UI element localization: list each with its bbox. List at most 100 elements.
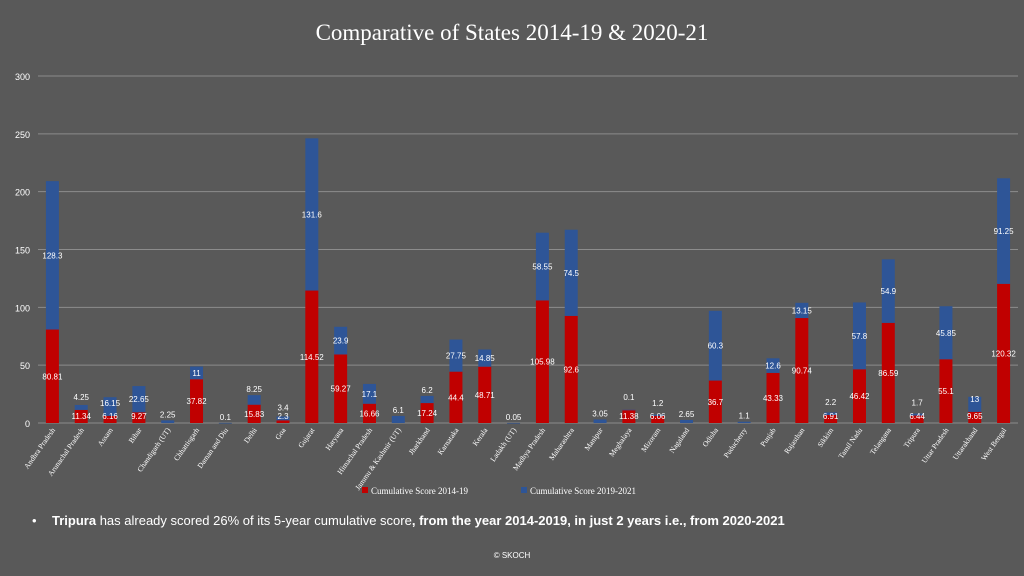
bar-2019-2021 [651, 414, 665, 416]
y-tick-label: 250 [15, 130, 30, 140]
data-label-2019-2021: 2.2 [825, 398, 837, 407]
data-label-2014-19: 46.42 [849, 392, 870, 401]
x-tick-label: Ladakh (UT) [488, 426, 518, 464]
data-label-2014-19: 11.34 [72, 412, 92, 421]
bar-2019-2021 [910, 413, 924, 416]
bar-2014-19 [449, 371, 463, 423]
bar-2014-19 [910, 415, 924, 423]
x-tick-label: Rajasthan [782, 426, 806, 456]
data-label-2019-2021: 0.1 [623, 393, 635, 402]
x-tick-label: Tripura [902, 425, 923, 449]
data-label-2019-2021: 54.9 [881, 287, 897, 296]
bar-2014-19 [74, 409, 88, 423]
data-label-2014-19: 59.27 [331, 385, 352, 394]
legend: Cumulative Score 2014-19 Cumulative Score… [362, 486, 636, 496]
data-label-2014-19: 16.66 [359, 409, 380, 418]
bullet-bold-1: Tripura [52, 513, 97, 528]
bar-2019-2021 [881, 259, 895, 323]
bar-2019-2021 [997, 178, 1011, 284]
data-label-2019-2021: 45.85 [936, 329, 957, 338]
y-tick-label: 50 [20, 361, 30, 371]
bar-2014-19 [305, 290, 319, 423]
bar-2014-19 [968, 411, 982, 423]
bar-2019-2021 [939, 306, 953, 360]
x-tick-label: Haryana [323, 425, 345, 452]
bar-2014-19 [766, 372, 780, 423]
data-label-2019-2021: 1.2 [652, 399, 664, 408]
x-tick-label: Meghalaya [607, 425, 634, 458]
data-label-2014-19: 2.3 [277, 412, 289, 421]
data-label-2019-2021: 2.25 [160, 410, 176, 419]
y-tick-label: 0 [25, 419, 30, 429]
bar-2019-2021 [535, 232, 549, 301]
data-label-2019-2021: 131.6 [302, 210, 323, 219]
bar-2019-2021 [218, 422, 232, 424]
bars [45, 138, 1011, 424]
bar-2014-19 [334, 354, 348, 423]
data-label-2019-2021: 8.25 [246, 385, 262, 394]
data-label-2019-2021: 6.2 [422, 386, 434, 395]
data-label-2014-19: 120.32 [991, 349, 1016, 358]
bar-2014-19 [881, 322, 895, 423]
data-label-2014-19: 48.71 [475, 391, 496, 400]
data-label-2019-2021: 1.7 [912, 399, 924, 408]
bullet-bold-2: , from the year 2014-2019, in just 2 yea… [411, 513, 785, 528]
data-label-2019-2021: 0.05 [506, 413, 522, 422]
data-label-2019-2021: 3.05 [592, 409, 608, 418]
data-label-2014-19: 36.7 [708, 398, 724, 407]
bar-2019-2021 [824, 412, 838, 416]
bar-2019-2021 [968, 396, 982, 412]
bar-2014-19 [651, 415, 665, 423]
bar-2019-2021 [420, 395, 434, 404]
x-tick-label: Mizoram [639, 426, 662, 454]
x-tick-label: Telangana [868, 425, 893, 456]
bar-2014-19 [45, 329, 59, 423]
x-tick-label: Bihar [127, 426, 144, 445]
y-tick-label: 100 [15, 303, 30, 313]
data-label-2019-2021: 0.1 [220, 413, 232, 422]
bar-2019-2021 [161, 420, 175, 423]
data-label-2014-19: 80.81 [42, 372, 63, 381]
bar-2014-19 [564, 315, 578, 423]
data-label-2019-2021: 3.4 [277, 403, 289, 412]
data-label-2019-2021: 14.85 [475, 354, 496, 363]
data-label-2014-19: 9.65 [967, 412, 983, 421]
data-label-2019-2021: 57.8 [852, 332, 868, 341]
bar-2019-2021 [449, 339, 463, 372]
x-tick-label: Uttar Pradesh [920, 426, 951, 465]
data-label-2014-19: 9.27 [131, 412, 147, 421]
data-label-2014-19: 86.59 [878, 369, 899, 378]
data-label-2019-2021: 22.65 [129, 395, 150, 404]
x-tick-label: Kerala [471, 425, 490, 447]
bar-2019-2021 [190, 366, 204, 380]
data-label-2019-2021: 27.75 [446, 352, 467, 361]
data-label-2014-19: 92.6 [563, 365, 579, 374]
x-tick-label: Punjab [758, 426, 777, 448]
bar-2014-19 [708, 380, 722, 423]
chart: 80.81 128.3 11.34 4.25 6.16 16.15 9.27 22.65 2.2… [15, 72, 1018, 496]
legend-label: Cumulative Score 2019-2021 [530, 486, 636, 496]
bar-2019-2021 [766, 358, 780, 373]
data-label-2019-2021: 13 [970, 395, 979, 404]
data-label-2014-19: 17.24 [417, 409, 438, 418]
data-label-2014-19: 90.74 [792, 367, 813, 376]
x-tick-label: Goa [273, 425, 288, 441]
x-tick-label: Delhi [242, 426, 259, 445]
x-tick-label: Jharkhand [407, 426, 432, 457]
bar-2019-2021 [247, 395, 261, 405]
data-label-2014-19: 44.4 [448, 393, 464, 402]
data-label-2019-2021: 11 [192, 369, 201, 378]
data-label-2014-19: 43.33 [763, 394, 784, 403]
data-label-2019-2021: 6.1 [393, 406, 405, 415]
x-tick-label: Sikkim [815, 426, 835, 449]
x-tick-label: Daman and Diu [195, 426, 230, 470]
bar-2019-2021 [622, 409, 636, 411]
x-tick-label: Assam [96, 426, 115, 448]
data-label-2019-2021: 13.15 [792, 306, 813, 315]
bar-2019-2021 [276, 416, 290, 421]
bar-2014-19 [103, 415, 117, 423]
bar-2019-2021 [362, 383, 376, 404]
data-label-2019-2021: 1.1 [739, 412, 751, 421]
x-tick-label: Nagaland [667, 426, 691, 455]
